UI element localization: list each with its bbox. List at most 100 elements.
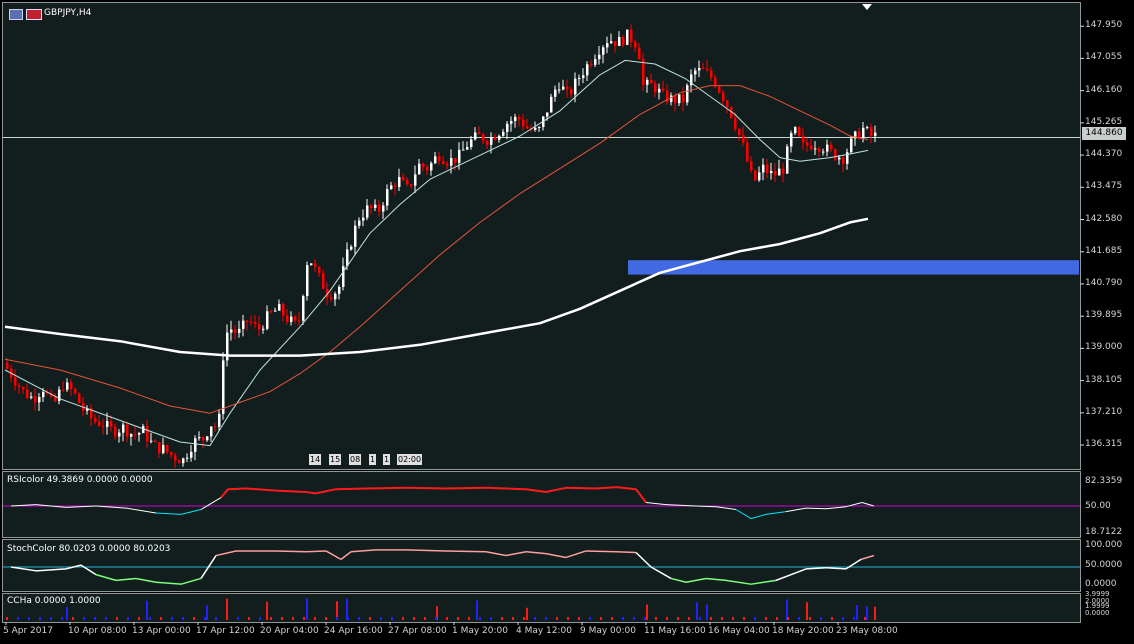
bear-candle: [706, 68, 709, 71]
cc-bar-small: [688, 617, 690, 620]
rsi-pane[interactable]: [2, 471, 1081, 538]
bear-candle: [14, 377, 17, 386]
cc-bar-bear: [336, 601, 338, 620]
bull-candle: [42, 391, 45, 398]
time-tick-label: 20 Apr 04:00: [260, 626, 319, 636]
bear-candle: [650, 79, 653, 84]
stoch-pane[interactable]: [2, 539, 1081, 592]
bear-candle: [330, 297, 333, 300]
history-tag: 1: [369, 454, 377, 465]
rsi-segment: [405, 486, 447, 490]
bear-candle: [526, 126, 529, 129]
bull-candle: [342, 266, 345, 287]
bear-candle: [518, 116, 521, 120]
cc-bar-bear: [646, 604, 648, 620]
rsi-segment: [665, 504, 697, 507]
indicator-tick-label: 50.00: [1085, 501, 1111, 511]
cc-bar-small: [72, 617, 74, 620]
stoch-segment: [10, 566, 37, 572]
stoch-segment: [860, 554, 875, 561]
ma-line-mid: [4, 85, 869, 414]
bull-candle: [354, 225, 357, 247]
stoch-segment: [585, 550, 617, 553]
bear-candle: [702, 68, 705, 70]
indicator-tick-label: 100.000: [1085, 540, 1123, 550]
rsi-segment: [825, 506, 847, 510]
rsi-segment: [750, 513, 767, 520]
bull-candle: [690, 74, 693, 86]
cc-bar-small: [413, 617, 415, 620]
chart-shift-marker[interactable]: [862, 4, 872, 10]
bull-candle: [306, 265, 309, 297]
bull-candle: [862, 127, 865, 139]
cc-bar-bull: [306, 598, 308, 620]
cc-bar-small: [314, 617, 316, 620]
stoch-segment: [35, 568, 67, 572]
cc-bar-small: [523, 617, 525, 620]
cc-bar-small: [39, 617, 41, 620]
cc-bar-small: [138, 617, 140, 620]
stoch-segment: [115, 577, 137, 582]
bull-candle: [558, 89, 561, 91]
stoch-segment: [305, 550, 327, 553]
cc-bar-bull: [66, 607, 68, 620]
time-tick-label: 27 Apr 08:00: [388, 626, 447, 636]
bull-candle: [346, 249, 349, 267]
stoch-segment: [845, 558, 862, 570]
rsi-segment: [785, 507, 807, 513]
cc-bar-small: [303, 617, 305, 620]
bull-candle: [546, 112, 549, 117]
bear-candle: [494, 137, 497, 140]
rsi-segment: [715, 506, 737, 510]
rsi-segment: [861, 502, 875, 507]
rsi-segment: [595, 486, 617, 490]
indicator-tick-label: 0.0000: [1085, 609, 1110, 617]
bull-candle: [274, 310, 277, 312]
cc-bar-small: [160, 617, 162, 620]
bear-candle: [62, 389, 65, 391]
bear-candle: [18, 385, 21, 387]
cc-bar-small: [710, 617, 712, 620]
cc-bar-small: [831, 617, 833, 620]
bear-candle: [270, 311, 273, 313]
price-tick-label: 142.580: [1085, 213, 1123, 224]
cc-bar-bear: [226, 598, 228, 620]
rsi-segment: [95, 505, 127, 509]
rsi-segment: [227, 487, 247, 491]
cc-bar-small: [149, 617, 151, 620]
cc-bar-small: [622, 617, 624, 620]
bull-candle: [514, 116, 517, 122]
bear-candle: [742, 135, 745, 143]
rsi-segment: [635, 488, 647, 504]
bull-candle: [466, 147, 469, 150]
price-pane[interactable]: [2, 2, 1081, 470]
cc-bar-small: [776, 617, 778, 620]
bear-candle: [178, 460, 181, 464]
bear-candle: [738, 128, 741, 136]
price-tick-label: 139.000: [1085, 342, 1123, 353]
history-tag: 08: [349, 454, 362, 465]
stoch-segment: [685, 577, 707, 584]
cc-bar-small: [50, 617, 52, 620]
bull-candle: [846, 152, 849, 164]
bull-candle: [118, 432, 121, 437]
cc-bar-small: [193, 617, 195, 620]
cc-bar-small: [501, 617, 503, 620]
rsi-segment: [525, 488, 547, 493]
bear-candle: [370, 205, 373, 209]
bear-candle: [406, 180, 409, 185]
bear-candle: [126, 424, 129, 437]
cc-bar-small: [743, 617, 745, 620]
rsi-segment: [180, 509, 202, 515]
bear-candle: [54, 396, 57, 402]
stoch-segment: [650, 566, 672, 580]
bull-candle: [550, 96, 553, 113]
bull-candle: [498, 135, 501, 140]
time-tick-label: 11 May 16:00: [644, 626, 706, 636]
bear-candle: [818, 148, 821, 152]
stoch-segment: [95, 573, 117, 582]
bull-candle: [762, 164, 765, 173]
bull-candle: [790, 133, 793, 147]
bear-candle: [714, 77, 717, 87]
cc-bar-small: [204, 617, 206, 620]
